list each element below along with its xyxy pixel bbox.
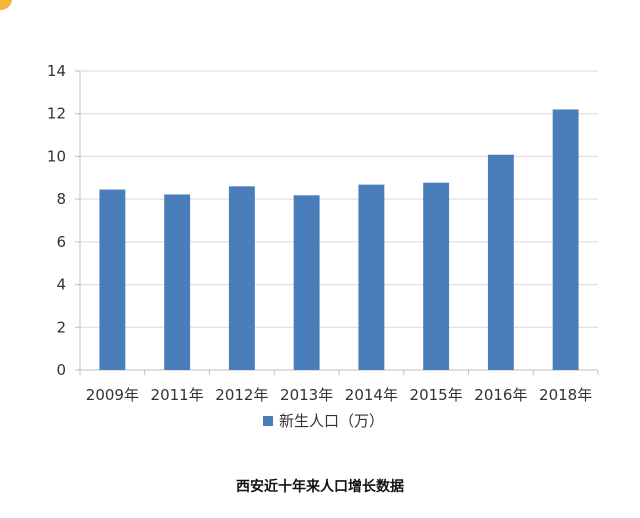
x-tick-label: 2018年 bbox=[539, 386, 592, 404]
x-tick-label: 2016年 bbox=[474, 386, 527, 404]
y-tick-label: 0 bbox=[56, 361, 66, 379]
corner-decoration bbox=[0, 0, 12, 10]
y-tick-label: 14 bbox=[47, 62, 66, 80]
bar bbox=[164, 194, 191, 370]
legend-label: 新生人口（万） bbox=[279, 412, 384, 430]
bar bbox=[487, 154, 514, 370]
bars bbox=[99, 109, 579, 370]
bar bbox=[358, 184, 385, 370]
x-tick-label: 2009年 bbox=[86, 386, 139, 404]
x-tick-label: 2011年 bbox=[151, 386, 204, 404]
x-axis-ticks: 2009年 2011年 2012年 2013年 2014年 2015年 2016年 2018年 bbox=[79, 370, 599, 404]
x-tick-label: 2014年 bbox=[345, 386, 398, 404]
x-tick-label: 2012年 bbox=[215, 386, 268, 404]
y-tick-label: 10 bbox=[47, 147, 66, 165]
legend-swatch bbox=[263, 416, 273, 426]
bar bbox=[293, 195, 320, 370]
y-tick-label: 6 bbox=[56, 233, 66, 251]
y-tick-label: 8 bbox=[56, 190, 66, 208]
y-axis-ticks: 0 2 4 6 8 10 12 14 bbox=[47, 62, 81, 379]
bar bbox=[423, 182, 450, 370]
bar bbox=[552, 109, 579, 370]
y-tick-label: 2 bbox=[56, 318, 66, 336]
x-tick-label: 2013年 bbox=[280, 386, 333, 404]
bar bbox=[99, 189, 126, 370]
bar bbox=[228, 186, 255, 370]
y-tick-label: 12 bbox=[47, 105, 66, 123]
legend: 新生人口（万） bbox=[263, 412, 384, 430]
bar-chart: 0 2 4 6 8 10 12 14 2009年 2011年 2012年 2013年 2014年 201… bbox=[47, 62, 599, 430]
y-tick-label: 4 bbox=[56, 276, 66, 294]
x-tick-label: 2015年 bbox=[410, 386, 463, 404]
gridlines bbox=[80, 70, 598, 371]
chart-caption: 西安近十年来人口增长数据 bbox=[236, 479, 404, 495]
